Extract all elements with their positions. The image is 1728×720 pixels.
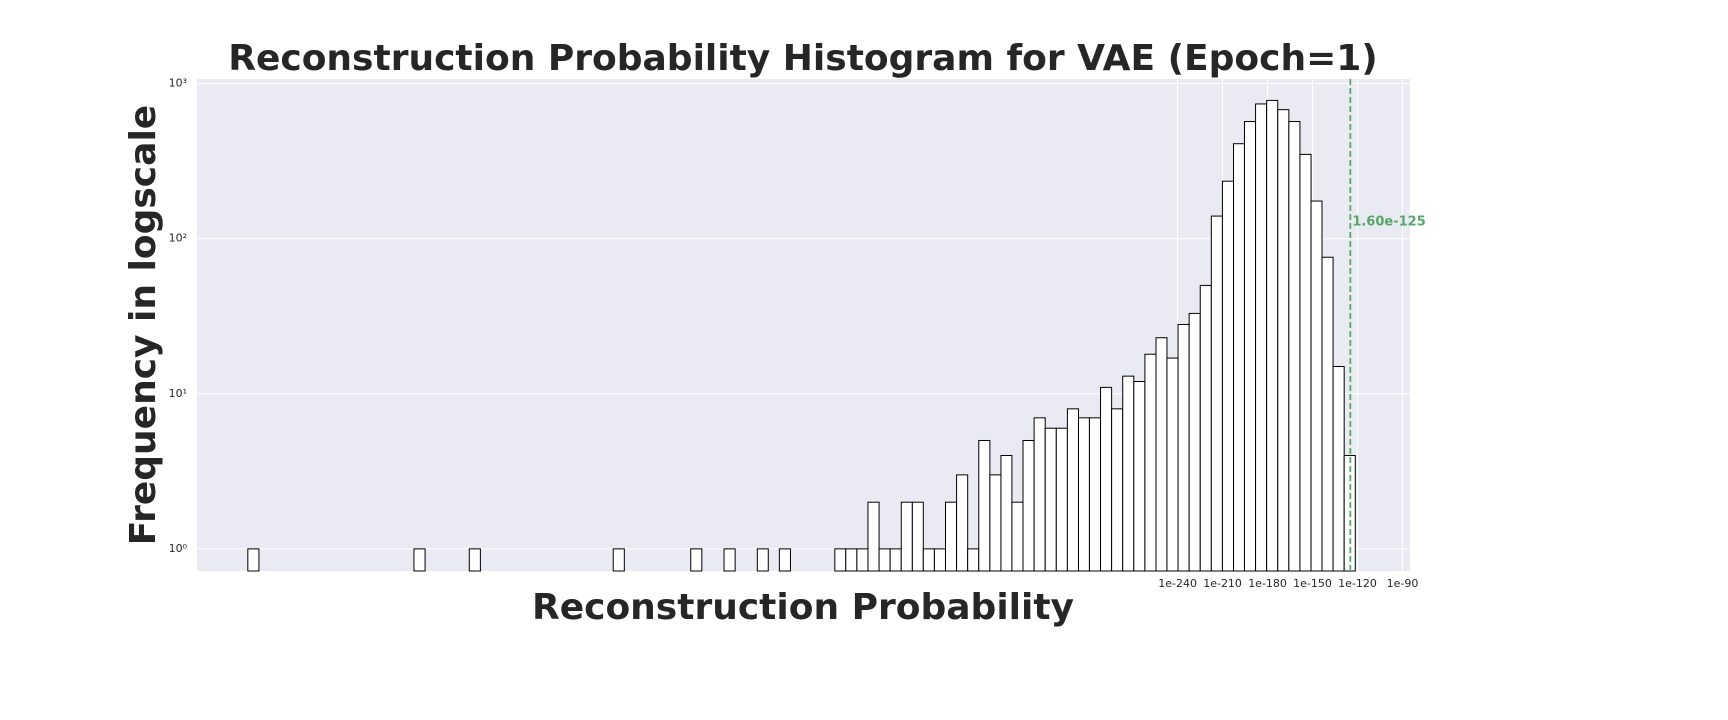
bar (1277, 109, 1290, 572)
bar (1266, 99, 1279, 572)
bar (1055, 427, 1068, 572)
y-axis-label: Frequency in logscale (123, 105, 164, 545)
bar (1288, 121, 1301, 572)
bar (1033, 417, 1046, 572)
bar (1077, 417, 1090, 572)
bar (1321, 256, 1334, 572)
bar (612, 548, 625, 572)
bar (944, 501, 958, 572)
bar (1100, 386, 1113, 572)
y-tick-label: 10³ (169, 77, 187, 90)
bar (867, 501, 880, 572)
bar (690, 548, 703, 572)
bar (756, 548, 769, 572)
bar (778, 548, 791, 572)
bar (1221, 180, 1235, 572)
bar (1199, 284, 1212, 572)
bar (911, 501, 924, 572)
bar (978, 439, 991, 572)
bar (413, 548, 426, 572)
y-tick-label: 10⁰ (169, 542, 188, 555)
bar (878, 548, 891, 572)
y-tick-label: 10¹ (169, 387, 187, 400)
bar (1310, 200, 1323, 572)
bar (1188, 312, 1201, 572)
bar (956, 474, 969, 572)
bar (1088, 417, 1102, 572)
bar (856, 548, 869, 572)
y-tick-label: 10² (169, 232, 187, 245)
bar (1177, 323, 1190, 572)
bar (1210, 215, 1223, 572)
bar (1022, 439, 1035, 572)
bar (1166, 357, 1179, 572)
bar (1111, 408, 1124, 572)
bar (723, 548, 736, 572)
bar (933, 548, 946, 572)
bar (967, 548, 980, 572)
x-axis-label: Reconstruction Probability (532, 587, 1074, 628)
bar (1133, 381, 1146, 572)
bar (1144, 353, 1157, 572)
bar (1044, 427, 1057, 572)
bar (247, 548, 260, 572)
bar (889, 548, 902, 572)
bar (922, 548, 935, 572)
x-tick-label: 1e-90 (1387, 577, 1419, 590)
bar (1255, 103, 1268, 572)
x-tick-label: 1e-150 (1293, 577, 1332, 590)
bar (989, 474, 1002, 572)
bar (1299, 153, 1312, 572)
bar (1122, 375, 1135, 572)
bar (1233, 143, 1245, 572)
x-tick-label: 1e-210 (1203, 577, 1242, 590)
bar (1000, 455, 1013, 572)
x-tick-label: 1e-240 (1158, 577, 1197, 590)
bar (1066, 408, 1079, 572)
bar (1243, 121, 1257, 572)
chart-title: Reconstruction Probability Histogram for… (228, 38, 1378, 79)
x-tick-label: 1e-120 (1338, 577, 1377, 590)
bar (1155, 337, 1168, 572)
threshold-label: 1.60e-125 (1352, 215, 1425, 230)
bar (834, 548, 847, 572)
bar (1011, 501, 1024, 572)
bar (845, 548, 858, 572)
bar (468, 548, 481, 572)
bar (1332, 366, 1345, 572)
bar (900, 501, 913, 572)
x-tick-label: 1e-180 (1248, 577, 1287, 590)
